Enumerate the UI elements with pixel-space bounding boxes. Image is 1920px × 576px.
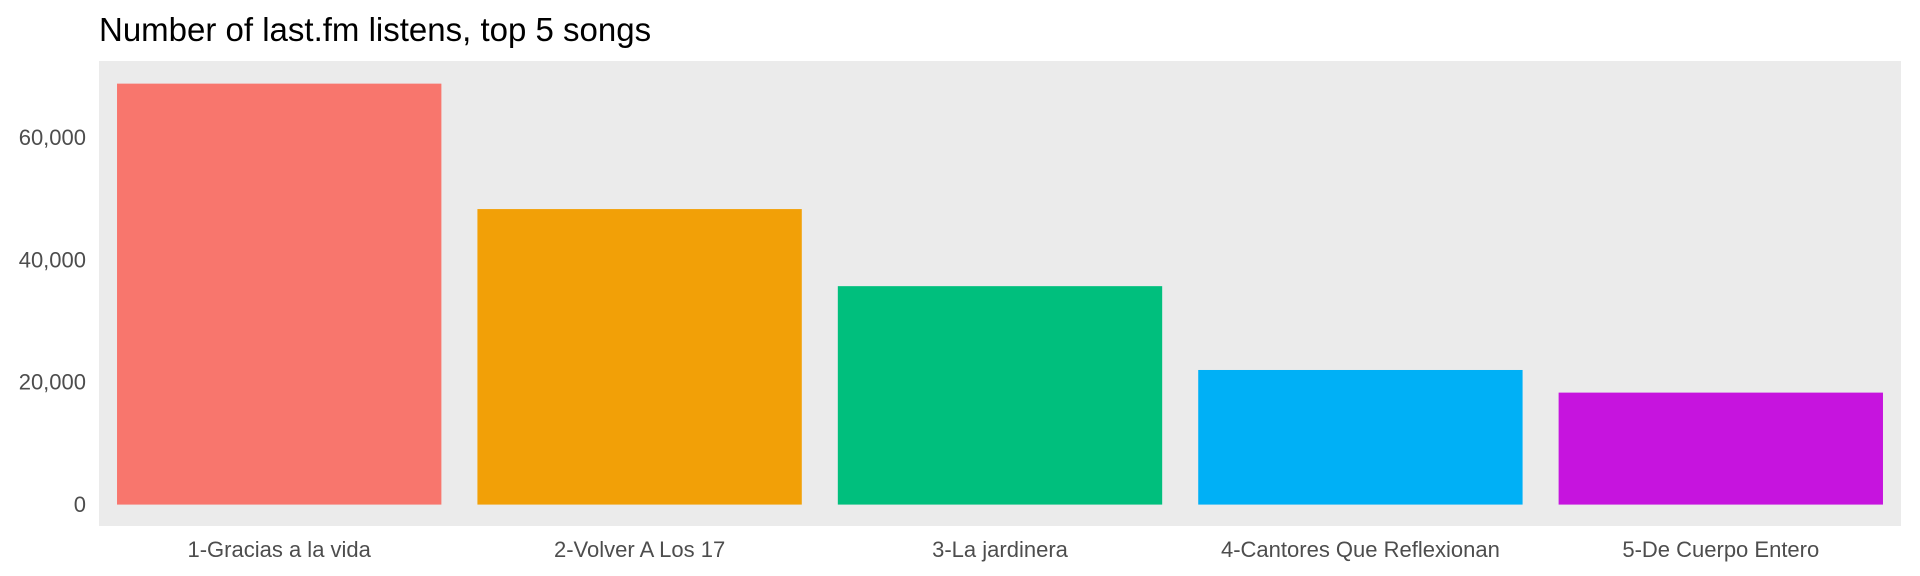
y-tick-label: 40,000 (19, 247, 86, 272)
bar (1198, 369, 1523, 505)
bar (117, 83, 442, 505)
x-tick-label: 1-Gracias a la vida (187, 537, 371, 562)
bar (837, 286, 1163, 505)
y-tick-label: 0 (74, 492, 86, 517)
x-tick-label: 4-Cantores Que Reflexionan (1221, 537, 1500, 562)
chart-title: Number of last.fm listens, top 5 songs (99, 11, 651, 48)
bar (477, 209, 802, 505)
y-tick-label: 60,000 (19, 125, 86, 150)
y-tick-label: 20,000 (19, 370, 86, 395)
bar (1558, 392, 1883, 505)
x-axis: 1-Gracias a la vida 2-Volver A Los 17 3-La… (187, 537, 1819, 562)
x-tick-label: 2-Volver A Los 17 (554, 537, 725, 562)
x-tick-label: 3-La jardinera (932, 537, 1069, 562)
x-tick-label: 5-De Cuerpo Entero (1622, 537, 1819, 562)
y-axis: 0 20,000 40,000 60,000 (19, 125, 86, 517)
bars (117, 83, 1883, 505)
